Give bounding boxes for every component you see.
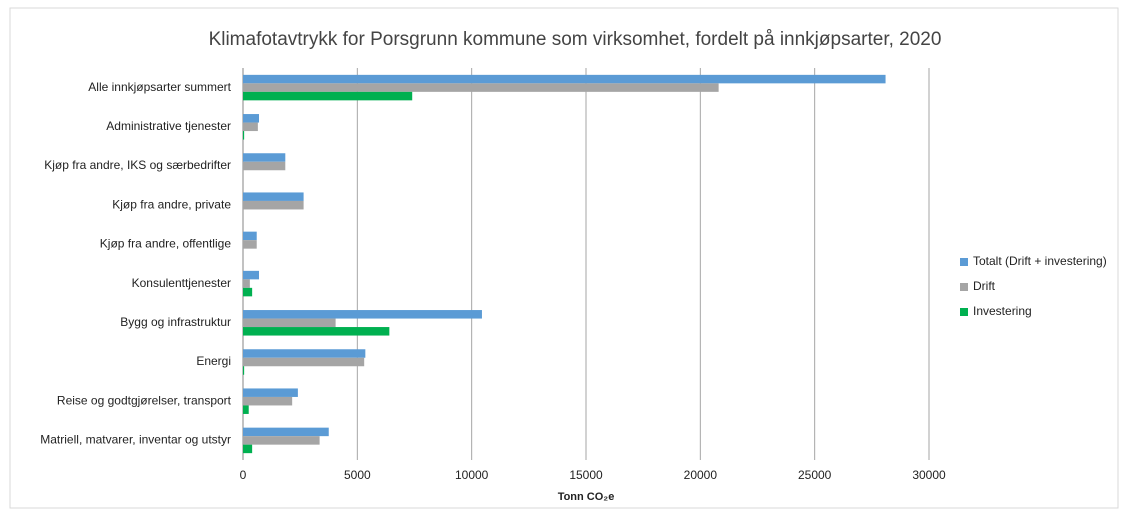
bar — [243, 405, 249, 414]
bar — [243, 83, 719, 92]
y-tick-label: Bygg og infrastruktur — [120, 315, 231, 329]
bar — [243, 270, 260, 280]
bar — [243, 192, 304, 201]
legend-swatch — [960, 283, 968, 291]
bar — [243, 74, 886, 84]
bar — [243, 122, 258, 132]
bar — [243, 388, 298, 397]
legend-label: Drift — [973, 279, 996, 293]
y-tick-label: Kjøp fra andre, IKS og særbedrifter — [44, 158, 231, 172]
bar — [243, 131, 245, 140]
x-tick-label: 20000 — [684, 468, 718, 482]
legend-label: Totalt (Drift + investering) — [973, 254, 1107, 268]
x-tick-label: 15000 — [569, 468, 603, 482]
bar — [243, 318, 336, 328]
bar — [243, 436, 320, 445]
y-tick-label: Administrative tjenester — [106, 119, 231, 133]
chart-title: Klimafotavtrykk for Porsgrunn kommune so… — [209, 29, 942, 50]
x-tick-label: 25000 — [798, 468, 832, 482]
y-tick-label: Reise og godtgjørelser, transport — [57, 393, 232, 407]
bar — [243, 327, 390, 336]
y-tick-label: Energi — [196, 354, 231, 368]
bar — [243, 153, 286, 162]
x-tick-label: 5000 — [344, 468, 371, 482]
bar — [243, 91, 413, 101]
bar — [243, 357, 365, 367]
bar — [243, 287, 253, 297]
x-tick-label: 30000 — [912, 468, 946, 482]
bar — [243, 200, 304, 210]
legend-swatch — [960, 308, 968, 316]
bar — [243, 279, 250, 288]
x-axis-label: Tonn CO₂e — [558, 491, 615, 503]
legend-swatch — [960, 258, 968, 266]
x-tick-label: 10000 — [455, 468, 489, 482]
bar — [243, 444, 253, 454]
bar — [243, 161, 286, 171]
bar — [243, 231, 257, 241]
y-tick-label: Kjøp fra andre, private — [112, 197, 231, 211]
legend-label: Investering — [973, 304, 1032, 318]
bar — [243, 396, 293, 406]
y-tick-label: Alle innkjøpsarter summert — [88, 80, 231, 94]
bar — [243, 114, 260, 123]
bar — [243, 349, 366, 358]
y-tick-label: Konsulenttjenester — [132, 276, 231, 290]
y-tick-label: Kjøp fra andre, offentlige — [100, 237, 232, 251]
bar — [243, 427, 329, 437]
bar — [243, 310, 482, 319]
bar — [243, 366, 245, 375]
bar — [243, 240, 257, 249]
x-tick-label: 0 — [240, 468, 247, 482]
y-tick-label: Matriell, matvarer, inventar og utstyr — [40, 433, 231, 447]
